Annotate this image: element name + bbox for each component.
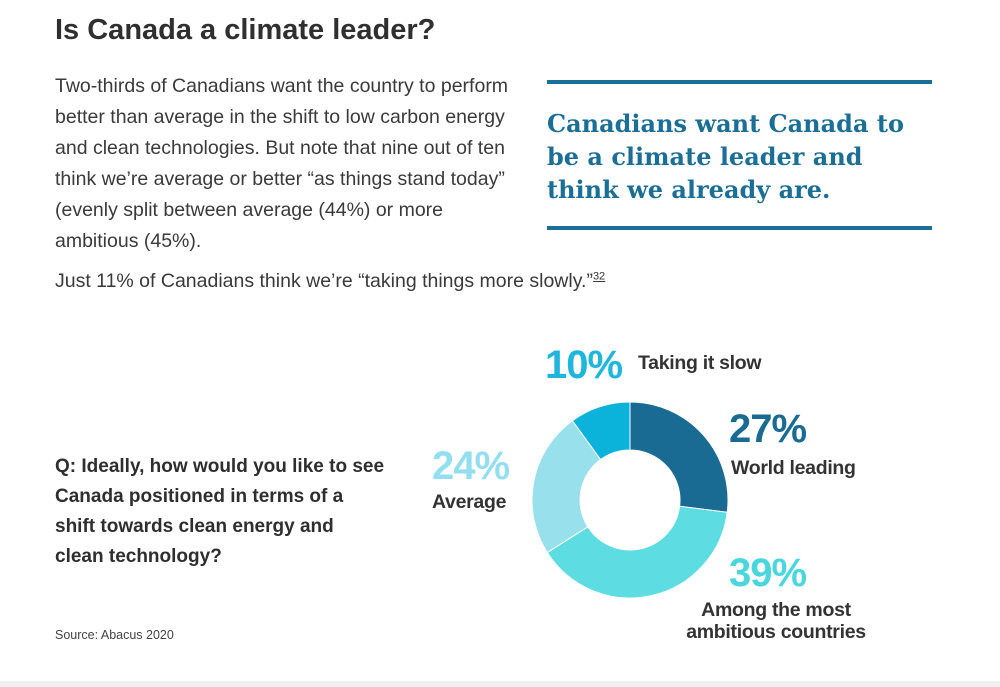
body-paragraph-2-text: Just 11% of Canadians think we’re “takin… — [55, 270, 593, 292]
body-paragraph: Two-thirds of Canadians want the country… — [55, 75, 509, 252]
chart-value-world-leading: 27% — [729, 407, 807, 451]
chart-label-average: Average — [432, 491, 507, 513]
donut-slice-taking-it-slow — [571, 401, 631, 461]
survey-question: Q: Ideally, how would you like to see Ca… — [55, 456, 385, 567]
bottom-band — [0, 681, 1000, 687]
chart-value-average: 24% — [432, 444, 510, 488]
chart-label-most-ambitious-line1: Among the most — [701, 599, 851, 621]
body-paragraph-2: Just 11% of Canadians think we’re “takin… — [55, 266, 755, 297]
donut-slice-average — [531, 420, 602, 554]
chart-value-taking-it-slow: 10% — [545, 343, 623, 387]
chart-label-taking-it-slow: Taking it slow — [638, 352, 762, 374]
pull-quote-top-rule — [547, 80, 932, 84]
page-title: Is Canada a climate leader? — [55, 14, 436, 46]
chart-label-most-ambitious: Among the most ambitious countries — [676, 599, 876, 643]
footnote-link[interactable]: 32 — [592, 270, 606, 283]
chart-label-most-ambitious-line2: ambitious countries — [686, 621, 866, 643]
source-note: Source: Abacus 2020 — [55, 628, 174, 642]
pull-quote: Canadians want Canada to be a climate le… — [547, 109, 904, 204]
chart-value-most-ambitious: 39% — [729, 551, 807, 595]
donut-slice-world-leading — [629, 401, 729, 513]
donut-slice-among-the-most-ambitious-countries — [546, 505, 728, 599]
chart-label-world-leading: World leading — [731, 457, 856, 479]
pull-quote-bottom-rule — [547, 226, 932, 230]
